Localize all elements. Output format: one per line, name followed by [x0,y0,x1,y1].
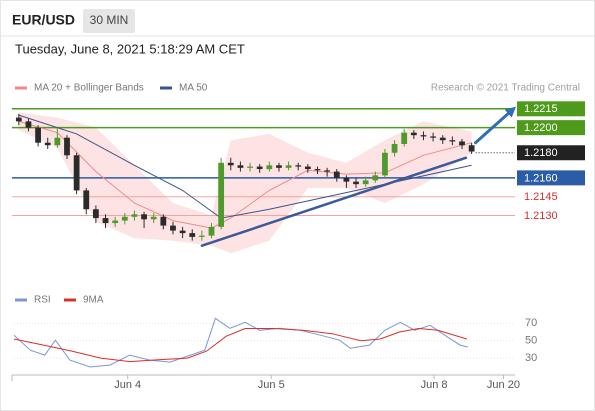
series-line [13,327,467,363]
candle-body [83,190,90,210]
candle-body [121,216,128,221]
candle-body [353,181,359,185]
x-tick-label: Jun 8 [421,379,448,391]
level-box [517,120,585,136]
candle-body [401,132,408,144]
candle-body [189,233,196,237]
y-tick-label: 70 [525,317,537,329]
moving-average [18,114,472,219]
trendline [200,156,468,247]
interval-badge[interactable] [83,9,135,33]
x-tick-label: Jun 4 [114,379,141,391]
level-box [517,145,585,161]
x-tick-label: Jun 20 [487,379,520,391]
candle-body [73,155,80,191]
candle-body [314,169,321,171]
candle-body [459,141,465,146]
level-label: 1.2215 [524,103,558,115]
level-label: 1.2200 [524,122,558,134]
candle-body [430,136,436,138]
datetime: Tuesday, June 8, 2021 5:18:29 AM CET [15,41,245,56]
level-label: 1.2145 [524,191,558,203]
candle-body [93,209,99,219]
interval[interactable]: 30 MIN [90,13,129,27]
candle-body [343,177,350,182]
legend-label: 9MA [83,295,104,306]
candle-body [285,165,292,168]
candle-body [112,220,119,224]
candle-body [266,165,273,170]
bollinger-band [18,112,472,254]
candle-body [35,127,41,143]
level-label: 1.2160 [524,172,558,184]
credit: Research © 2021 Trading Central [431,83,580,94]
y-tick-label: 50 [525,335,537,347]
candle-body [44,142,51,146]
candle-body [256,166,263,170]
candle-body [218,162,225,227]
candle-body [439,137,446,141]
level-label: 1.2180 [524,147,558,159]
candle-body [372,175,379,181]
candle-body [468,145,475,152]
candle-body [15,117,22,122]
candle-body [391,143,398,153]
candle-body [170,225,176,231]
candle-body [150,216,157,220]
legend-label: RSI [34,295,51,306]
candle-body [276,165,282,168]
y-tick-label: 30 [525,352,537,364]
candle-body [25,121,32,128]
candle-body [295,165,302,167]
level-box [517,101,585,117]
candle-body [160,216,167,226]
candle-body [54,137,61,146]
candle-body [227,162,234,166]
candle-body [141,214,147,220]
candle-body [304,166,311,170]
candle-body [324,170,331,172]
legend-label: MA 20 + Bollinger Bands [34,83,144,94]
candle-body [179,230,186,234]
level-box [517,170,585,186]
legend-label: MA 50 [179,83,208,94]
series-line [13,317,468,368]
candle-body [237,165,244,168]
candle-body [131,214,138,217]
projection-arrow [474,106,517,145]
symbol: EUR/USD [12,12,75,28]
candle-body [198,235,205,237]
candle-body [410,132,417,136]
candle-body [382,152,388,176]
candle-body [208,226,215,236]
candle-body [333,171,340,178]
candle-body [420,135,427,137]
x-tick-label: Jun 5 [258,379,285,391]
candle-body [102,218,109,224]
candle-body [64,137,70,156]
candle-body [247,166,253,168]
candle-body [362,180,369,185]
level-label: 1.2130 [524,210,558,222]
candle-body [449,140,456,142]
